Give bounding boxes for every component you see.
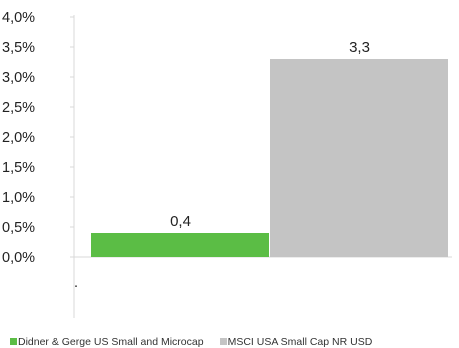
legend-swatch-1 [10,338,17,345]
data-labels: 0,4 3,3 [170,39,370,230]
data-label-1: 0,4 [170,213,191,230]
footnote-mark: . [74,275,78,291]
bars [91,59,448,257]
y-axis-tick-labels: 0,0% 0,5% 1,0% 1,5% 2,0% 2,5% 3,0% 3,5% 4,0% [2,10,35,266]
y-tick-label: 3,5% [2,40,35,56]
y-tick-label: 1,0% [2,190,35,206]
data-label-2: 3,3 [349,39,370,56]
y-axis-tick-marks [70,16,74,258]
y-tick-label: 2,5% [2,100,35,116]
bar-1 [91,233,269,257]
bar-2 [270,59,448,257]
y-tick-label: 2,0% [2,130,35,146]
legend-label-2: MSCI USA Small Cap NR USD [227,335,373,348]
y-tick-label: 0,0% [2,250,35,266]
bar-chart: 0,0% 0,5% 1,0% 1,5% 2,0% 2,5% 3,0% 3,5% 4,0% 0,4… [2,10,452,318]
legend-swatch-2 [219,338,227,345]
legend-item-1: Didner & Gerge US Small and Microcap [10,336,204,348]
y-tick-label: 1,5% [2,160,35,176]
y-tick-label: 0,5% [2,220,35,236]
legend: Didner & Gerge US Small and Microcap MSC… [10,335,388,348]
legend-item-2: MSCI USA Small Cap NR USD [219,335,373,348]
y-tick-label: 3,0% [2,70,35,86]
legend-label-1: Didner & Gerge US Small and Microcap [18,335,204,348]
y-tick-label: 4,0% [2,10,35,26]
